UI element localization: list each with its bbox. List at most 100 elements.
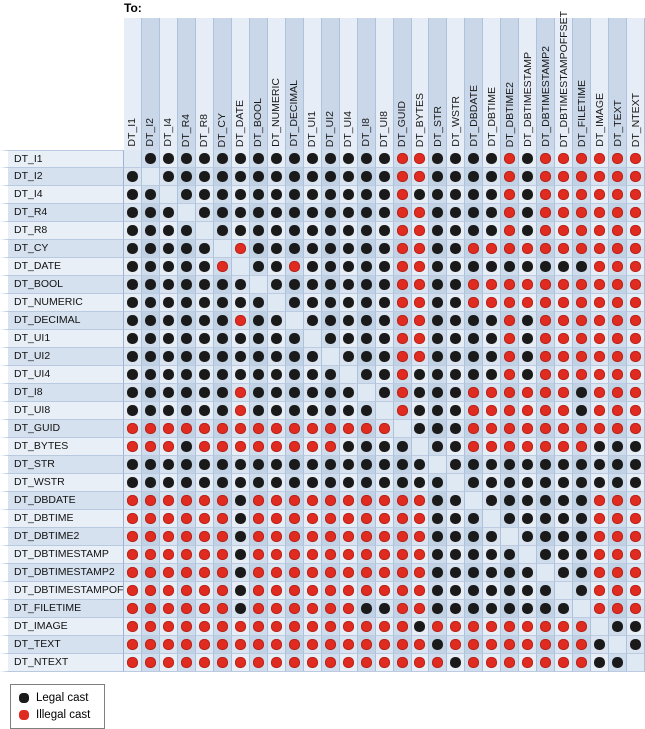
matrix-cell: [177, 528, 196, 546]
illegal-cast-dot: [612, 225, 624, 236]
legal-cast-dot: [198, 315, 210, 326]
matrix-cell: [501, 564, 520, 582]
illegal-cast-dot: [612, 207, 624, 218]
matrix-cell: [573, 384, 592, 402]
legal-cast-dot: [504, 567, 516, 578]
legal-cast-dot: [180, 297, 192, 308]
matrix-cell: [124, 402, 142, 420]
matrix-cell: [519, 258, 538, 276]
legal-cast-dot: [486, 603, 498, 614]
legal-cast-dot: [360, 441, 372, 452]
illegal-cast-dot: [396, 387, 408, 398]
matrix-cell: [159, 294, 178, 312]
matrix-cell: [609, 492, 628, 510]
illegal-cast-dot: [306, 441, 318, 452]
illegal-cast-dot: [342, 585, 354, 596]
legal-cast-dot: [360, 459, 372, 470]
legal-cast-dot: [414, 621, 426, 632]
matrix-cell: [159, 528, 178, 546]
matrix-cell: [609, 384, 628, 402]
illegal-cast-dot: [522, 621, 534, 632]
illegal-cast-dot: [414, 351, 426, 362]
matrix-cell: [357, 510, 376, 528]
legal-cast-dot: [522, 351, 534, 362]
matrix-cell: [393, 474, 412, 492]
matrix-cell: [447, 222, 466, 240]
matrix-cell: [213, 168, 232, 186]
illegal-cast-dot: [594, 279, 606, 290]
illegal-cast-dot: [576, 621, 588, 632]
matrix-cell: [591, 510, 610, 528]
col-header-DT_I2: DT_I2: [141, 18, 160, 150]
legal-cast-dot: [162, 171, 174, 182]
matrix-cell: [537, 456, 556, 474]
matrix-cell: [591, 474, 610, 492]
matrix-cell: [465, 600, 484, 618]
illegal-cast-dot: [198, 567, 210, 578]
legal-cast-dot: [594, 459, 606, 470]
legal-cast-dot: [252, 171, 264, 182]
legal-cast-dot: [450, 441, 462, 452]
illegal-cast-dot: [576, 441, 588, 452]
matrix-cell: [339, 510, 358, 528]
illegal-cast-dot: [558, 315, 570, 326]
row-header-DT_UI4: DT_UI4: [0, 366, 124, 384]
legal-cast-dot: [180, 333, 192, 344]
row-header-DT_I2: DT_I2: [0, 168, 124, 186]
matrix-cell: [483, 348, 502, 366]
illegal-cast-dot: [612, 513, 624, 524]
matrix-cell: [429, 222, 448, 240]
matrix-cell: [555, 366, 574, 384]
matrix-cell: [555, 294, 574, 312]
matrix-cell: [303, 330, 322, 348]
matrix-cell: [465, 330, 484, 348]
legal-cast-dot: [216, 171, 228, 182]
matrix-cell: [177, 510, 196, 528]
matrix-cell: [483, 222, 502, 240]
matrix-cell: [627, 240, 645, 258]
matrix-cell: [555, 240, 574, 258]
legal-cast-dot: [216, 405, 228, 416]
matrix-cell: [303, 510, 322, 528]
matrix-cell: [447, 240, 466, 258]
illegal-cast-dot: [522, 639, 534, 650]
col-header-label: DT_DBTIME: [485, 87, 498, 147]
legal-cast-dot: [360, 279, 372, 290]
matrix-cell: [627, 258, 645, 276]
illegal-cast-dot: [540, 387, 552, 398]
matrix-cell: [483, 402, 502, 420]
matrix-cell: [627, 384, 645, 402]
legal-cast-dot: [342, 477, 354, 488]
matrix-cell: [537, 294, 556, 312]
matrix-cell: [393, 636, 412, 654]
matrix-cell: [501, 618, 520, 636]
illegal-cast-dot: [594, 405, 606, 416]
legal-cast-dot: [288, 189, 300, 200]
matrix-cell: [231, 240, 250, 258]
matrix-cell: [231, 420, 250, 438]
illegal-cast-dot: [288, 549, 300, 560]
matrix-cell: [303, 456, 322, 474]
illegal-cast-dot: [144, 639, 156, 650]
matrix-cell: [339, 240, 358, 258]
matrix-cell: [195, 384, 214, 402]
illegal-cast-dot: [396, 153, 408, 164]
matrix-cell: [195, 258, 214, 276]
col-header-label: DT_I8: [360, 118, 373, 147]
legal-cast-dot: [126, 369, 138, 380]
matrix-cell: [537, 492, 556, 510]
matrix-cell: [411, 348, 430, 366]
legal-cast-dot: [198, 369, 210, 380]
illegal-cast-dot: [270, 585, 282, 596]
illegal-cast-dot: [612, 495, 624, 506]
legal-cast-dot: [126, 387, 138, 398]
matrix-cell: [609, 222, 628, 240]
matrix-cell: [357, 402, 376, 420]
illegal-cast-dot: [252, 441, 264, 452]
legal-cast-dot: [468, 333, 480, 344]
matrix-cell: [249, 366, 268, 384]
illegal-cast-dot: [576, 171, 588, 182]
col-header-DT_UI8: DT_UI8: [375, 18, 394, 150]
matrix-cell: [124, 186, 142, 204]
illegal-cast-dot: [612, 567, 624, 578]
